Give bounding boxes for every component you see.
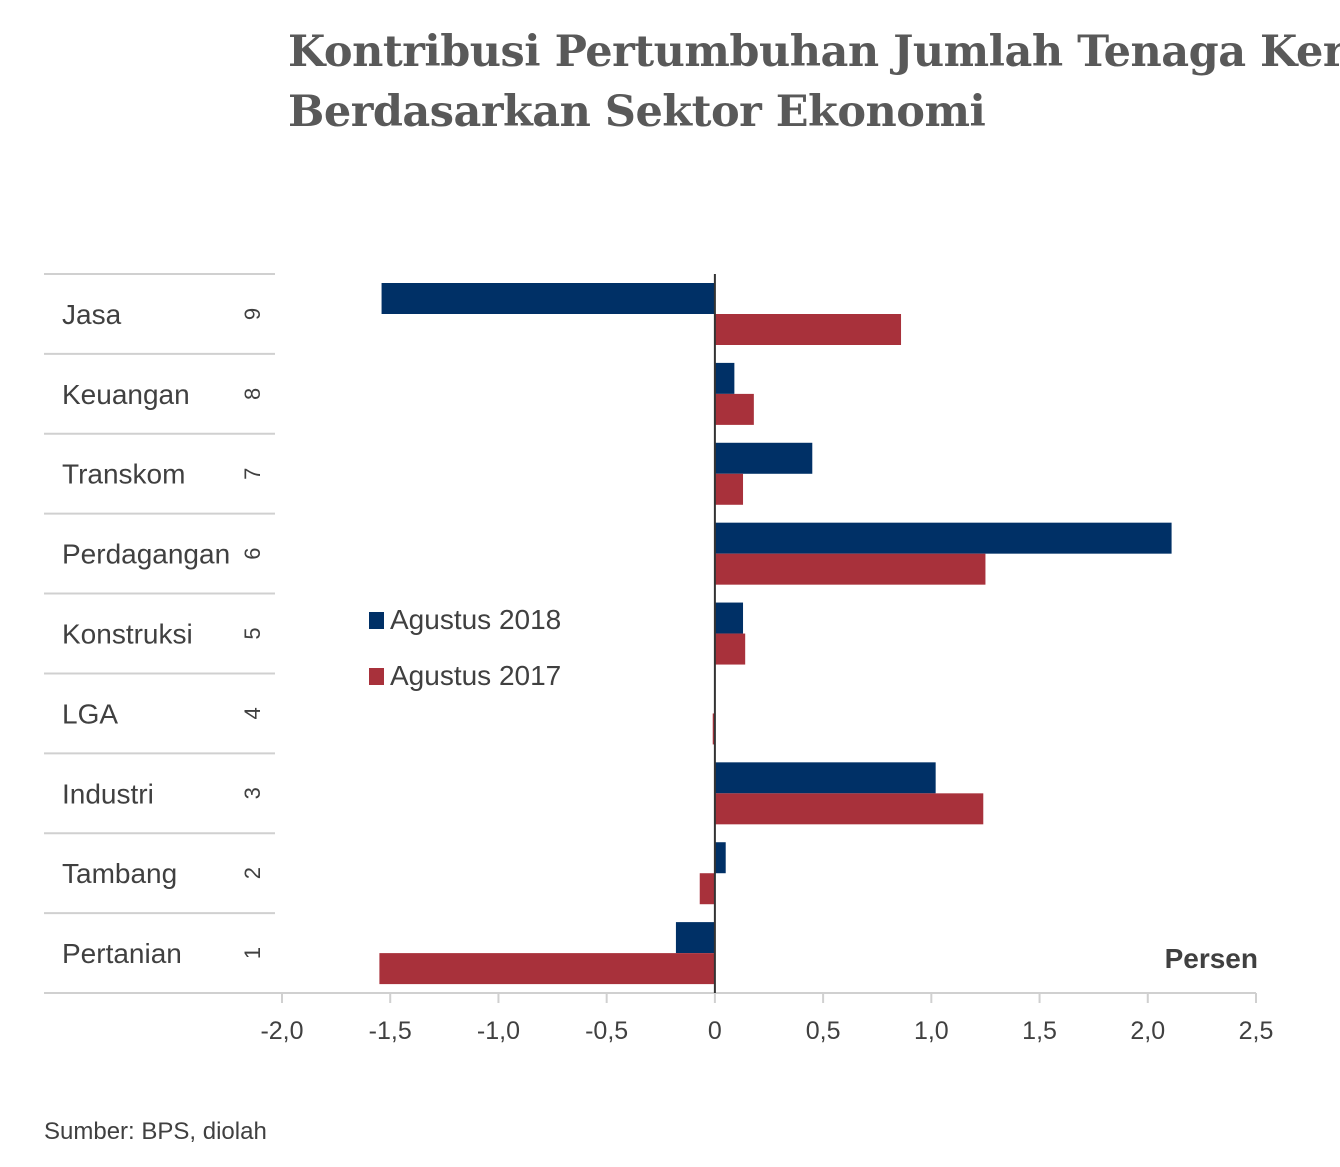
category-label: Keuangan <box>62 379 190 410</box>
legend-label-2018: Agustus 2018 <box>390 604 561 635</box>
bar-agustus-2017 <box>714 553 986 585</box>
bar-agustus-2018 <box>714 602 744 634</box>
axes: -2,0 -1,5 -1,0 -0,5 0 0,5 1,0 1,5 2,0 2,5 <box>44 274 1273 1045</box>
x-tick-label: 0 <box>708 1017 722 1045</box>
x-tick-label: 1,5 <box>1022 1017 1057 1045</box>
bar-agustus-2017 <box>379 953 715 985</box>
bar-agustus-2018 <box>714 762 936 794</box>
bar-agustus-2017 <box>714 793 984 825</box>
chart-title: Kontribusi Pertumbuhan Jumlah Tenaga Ker… <box>288 22 1340 142</box>
legend: Agustus 2018 Agustus 2017 <box>369 604 561 691</box>
bar-agustus-2017 <box>712 713 715 745</box>
source-note: Sumber: BPS, diolah <box>44 1118 267 1145</box>
x-tick-label: 2,5 <box>1239 1017 1274 1045</box>
category-labels: Jasa 9 Keuangan 8 Transkom 7 Perdagangan 6 Konst… <box>62 299 265 969</box>
bar-agustus-2017 <box>714 473 744 505</box>
x-tick-label: 0,5 <box>806 1017 841 1045</box>
x-tick-label: 2,0 <box>1130 1017 1165 1045</box>
x-tick-label: -0,5 <box>585 1017 628 1045</box>
category-number: 7 <box>240 468 265 480</box>
category-label: Jasa <box>62 299 122 330</box>
legend-swatch-2017 <box>369 668 384 685</box>
category-number: 6 <box>240 547 265 559</box>
category-number: 5 <box>240 627 265 639</box>
category-number: 3 <box>240 787 265 799</box>
legend-label-2017: Agustus 2017 <box>390 660 561 691</box>
bar-agustus-2018 <box>381 283 715 314</box>
category-label: Transkom <box>62 459 185 490</box>
category-label: Tambang <box>62 858 177 889</box>
category-grid <box>44 273 275 994</box>
x-axis-unit-label: Persen <box>1165 943 1258 974</box>
category-label: Industri <box>62 778 154 809</box>
bar-agustus-2017 <box>714 633 746 665</box>
bar-agustus-2018 <box>714 842 726 874</box>
chart-title-line-1: Kontribusi Pertumbuhan Jumlah Tenaga Ker… <box>288 27 1340 77</box>
x-tick-label: 1,0 <box>914 1017 949 1045</box>
category-label: Perdagangan <box>62 539 230 570</box>
category-label: Konstruksi <box>62 619 193 650</box>
bar-agustus-2018 <box>714 362 735 394</box>
x-tick-label: -1,5 <box>369 1017 412 1045</box>
category-number: 8 <box>240 388 265 400</box>
category-label: LGA <box>62 698 118 729</box>
bar-agustus-2017 <box>699 873 715 905</box>
bar-agustus-2018 <box>714 522 1172 554</box>
category-label: Pertanian <box>62 938 182 969</box>
bar-agustus-2017 <box>714 314 902 345</box>
category-number: 1 <box>240 947 265 959</box>
category-number: 4 <box>240 707 265 719</box>
legend-swatch-2018 <box>369 612 384 629</box>
x-tick-label: -2,0 <box>260 1017 303 1045</box>
category-number: 9 <box>240 308 265 320</box>
x-tick-label: -1,0 <box>477 1017 520 1045</box>
chart-title-line-2: Berdasarkan Sektor Ekonomi <box>288 87 986 137</box>
bar-agustus-2018 <box>675 922 715 954</box>
bars <box>379 283 1172 985</box>
bar-agustus-2017 <box>714 393 754 425</box>
bar-agustus-2018 <box>714 442 813 474</box>
category-number: 2 <box>240 867 265 879</box>
